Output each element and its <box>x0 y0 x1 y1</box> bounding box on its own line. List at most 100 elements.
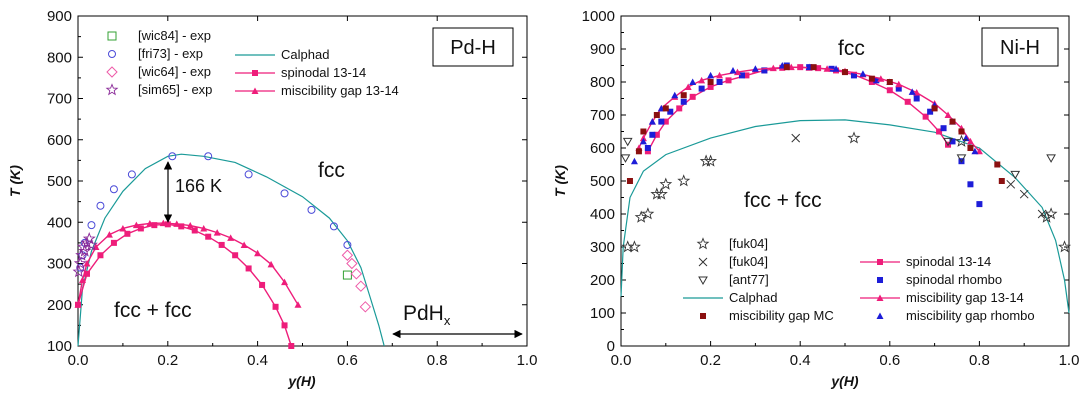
ni-h-miscibility-gap-13-14-point <box>975 147 983 155</box>
ni-h-miscibility-gap-rhombo-point <box>832 65 840 72</box>
ni-h-legend-item-miscibility-gap-rhombo-label: miscibility gap rhombo <box>906 308 1035 323</box>
y-tick-label: 500 <box>590 173 615 190</box>
pd-h-fri73-exp-point <box>280 189 289 198</box>
pd-h-panel: y(H) T (K) 0.0 0.2 0.4 0.6 0.8 1.0 100 200 300 40… <box>7 8 537 389</box>
y-tick-label: 300 <box>590 239 615 256</box>
pd-h-spinodal-13-14-point <box>97 252 104 259</box>
y-tick-label: 0 <box>607 338 615 355</box>
ni-h-axis-ticks: 0.0 0.2 0.4 0.6 0.8 1.0 0 100 200 300 400 500 600 700… <box>582 8 1080 369</box>
ni-h-miscibility-gap-13-14-point <box>823 65 831 72</box>
ni-h-miscibility-gap-rhombo-point <box>859 70 867 77</box>
ni-h-fuk04-point <box>650 187 664 200</box>
pd-h-phase-label: PdHx <box>403 302 451 328</box>
ni-h-legend-item-miscibility-gap-rhombo: miscibility gap rhombo <box>876 308 1035 323</box>
pd-h-wic64-exp-point <box>350 268 363 280</box>
pd-h-legend-item-wic84-exp: [wic84] - exp <box>107 28 211 43</box>
x-tick-label: 0.8 <box>427 352 448 369</box>
y-tick-label: 400 <box>47 214 72 231</box>
pd-h-x-axis-label: y(H) <box>287 373 316 389</box>
pd-h-miscibility-gap-13-14-point <box>254 249 262 257</box>
pd-h-wic64-exp-point <box>355 280 367 292</box>
pd-h-title-box <box>432 27 514 67</box>
ni-h-miscibility-gap-rhombo-point <box>648 118 656 125</box>
ni-h-ant77-point <box>956 154 967 163</box>
y-tick-label: 100 <box>590 305 615 322</box>
ni-h-spinodal-rhombo-point <box>644 145 651 151</box>
ni-h-fuk04-point <box>791 133 801 143</box>
y-tick-label: 800 <box>47 49 72 66</box>
y-tick-label: 800 <box>590 74 615 91</box>
pd-h-miscibility-gap-13-14-point <box>173 220 181 227</box>
pd-h-legend-item-fri73-exp: [fri73] - exp <box>108 46 203 61</box>
ni-h-spinodal-rhombo-point <box>667 108 674 115</box>
ni-h-fuk04-point <box>1044 207 1058 220</box>
ni-h-miscibility-gap-mc-point <box>635 148 642 155</box>
pd-h-miscibility-gap-13-14-point <box>74 301 82 308</box>
ni-h-miscibility-gap-13-14-point <box>877 75 885 82</box>
pd-h-fri73-exp-point <box>204 152 213 161</box>
ni-h-spinodal-rhombo-point <box>949 138 956 145</box>
ni-h-spinodal-rhombo-point <box>658 118 665 125</box>
pd-h-spinodal-13-14-point <box>232 252 239 259</box>
x-tick-label: 0.4 <box>247 352 268 369</box>
pd-h-sim65-exp-point <box>72 265 86 278</box>
pd-h-miscibility-gap-13-14-point <box>227 234 235 241</box>
pd-h-wic64-exp-point <box>359 301 372 313</box>
pd-h-region-fcc-fcc: fcc + fcc <box>114 299 192 322</box>
x-tick-label: 1.0 <box>1059 352 1080 369</box>
ni-h-miscibility-gap-mc-point <box>967 145 974 151</box>
pd-h-miscibility-gap-13-14-point <box>281 278 289 286</box>
pd-h-miscibility-gap-13-14-point <box>294 301 302 308</box>
pd-h-spinodal-13-14-point <box>164 221 171 228</box>
ni-h-legend-item-fuk04-0: [fuk04] <box>696 236 768 251</box>
ni-h-spinodal-rhombo-point <box>967 181 974 188</box>
pd-h-miscibility-gap-13-14-point <box>267 260 275 268</box>
ni-h-spinodal-13-14-point <box>868 79 875 85</box>
x-tick-label: 1.0 <box>517 352 538 369</box>
pd-h-sim65-exp-point <box>78 244 92 257</box>
ni-h-miscibility-gap-13-14-point <box>966 137 974 145</box>
ni-h-spinodal-13-14-point <box>743 72 750 79</box>
pd-h-spinodal-13-14-point <box>151 222 158 229</box>
ni-h-miscibility-gap-mc-point <box>998 178 1005 184</box>
ni-h-legend-item-calphad-3: Calphad <box>683 290 777 305</box>
pd-h-spinodal-13-14-point <box>245 265 252 272</box>
pd-h-miscibility-gap-13-14-point <box>146 219 154 227</box>
ni-h-miscibility-gap-13-14-point <box>895 80 903 88</box>
ni-h-miscibility-gap-rhombo-point <box>639 137 647 145</box>
ni-h-miscibility-gap-mc-series <box>626 64 1005 184</box>
ni-h-fuk04-series <box>621 131 1072 253</box>
pd-h-legend-item-wic64-exp: [wic64] - exp <box>106 64 211 79</box>
pd-h-sim65-exp-series <box>72 232 98 278</box>
ni-h-legend-item-ant77-2: [ant77] <box>698 272 769 287</box>
ni-h-fuk04-point <box>1019 189 1029 199</box>
ni-h-spinodal-rhombo-point <box>940 125 947 132</box>
ni-h-miscibility-gap-mc-point <box>653 112 660 118</box>
ni-h-title-box <box>981 27 1059 67</box>
ni-h-legend-item-ant77-2-label: [ant77] <box>729 272 769 287</box>
pd-h-spinodal-13-14-point <box>218 241 225 248</box>
ni-h-fuk04-series <box>791 133 1047 219</box>
y-tick-label: 900 <box>47 8 72 25</box>
ni-h-legend-item-ant77-2-swatch <box>698 276 708 286</box>
ni-h-spinodal-rhombo-point <box>873 77 880 84</box>
ni-h-miscibility-gap-mc-point <box>886 79 893 85</box>
ni-h-fuk04-point <box>654 187 668 200</box>
ni-h-series <box>620 62 1072 314</box>
ni-h-spinodal-rhombo-series <box>644 62 983 208</box>
pd-h-miscibility-gap-13-14-series <box>74 219 302 308</box>
pd-h-fri73-exp-point <box>307 205 316 214</box>
ni-h-miscibility-gap-13-14-point <box>639 134 647 142</box>
pd-h-fri73-exp-point <box>109 185 118 194</box>
ni-h-panel: y(H) T (K) 0.0 0.2 0.4 0.6 0.8 1.0 0 100 200 300 4… <box>552 8 1079 389</box>
x-tick-label: 0.6 <box>879 352 900 369</box>
ni-h-miscibility-gap-mc-point <box>994 161 1001 168</box>
ni-h-calphad-line <box>620 119 1070 314</box>
ni-h-y-axis-label: T (K) <box>552 165 568 197</box>
pd-h-wic84-exp-series <box>342 270 352 280</box>
pd-h-legend-item-wic84-exp-swatch <box>107 31 117 41</box>
pd-h-miscibility-gap-13-14-point <box>159 219 167 227</box>
ni-h-spinodal-rhombo-point <box>761 67 768 74</box>
ni-h-miscibility-gap-rhombo-point <box>908 88 916 95</box>
